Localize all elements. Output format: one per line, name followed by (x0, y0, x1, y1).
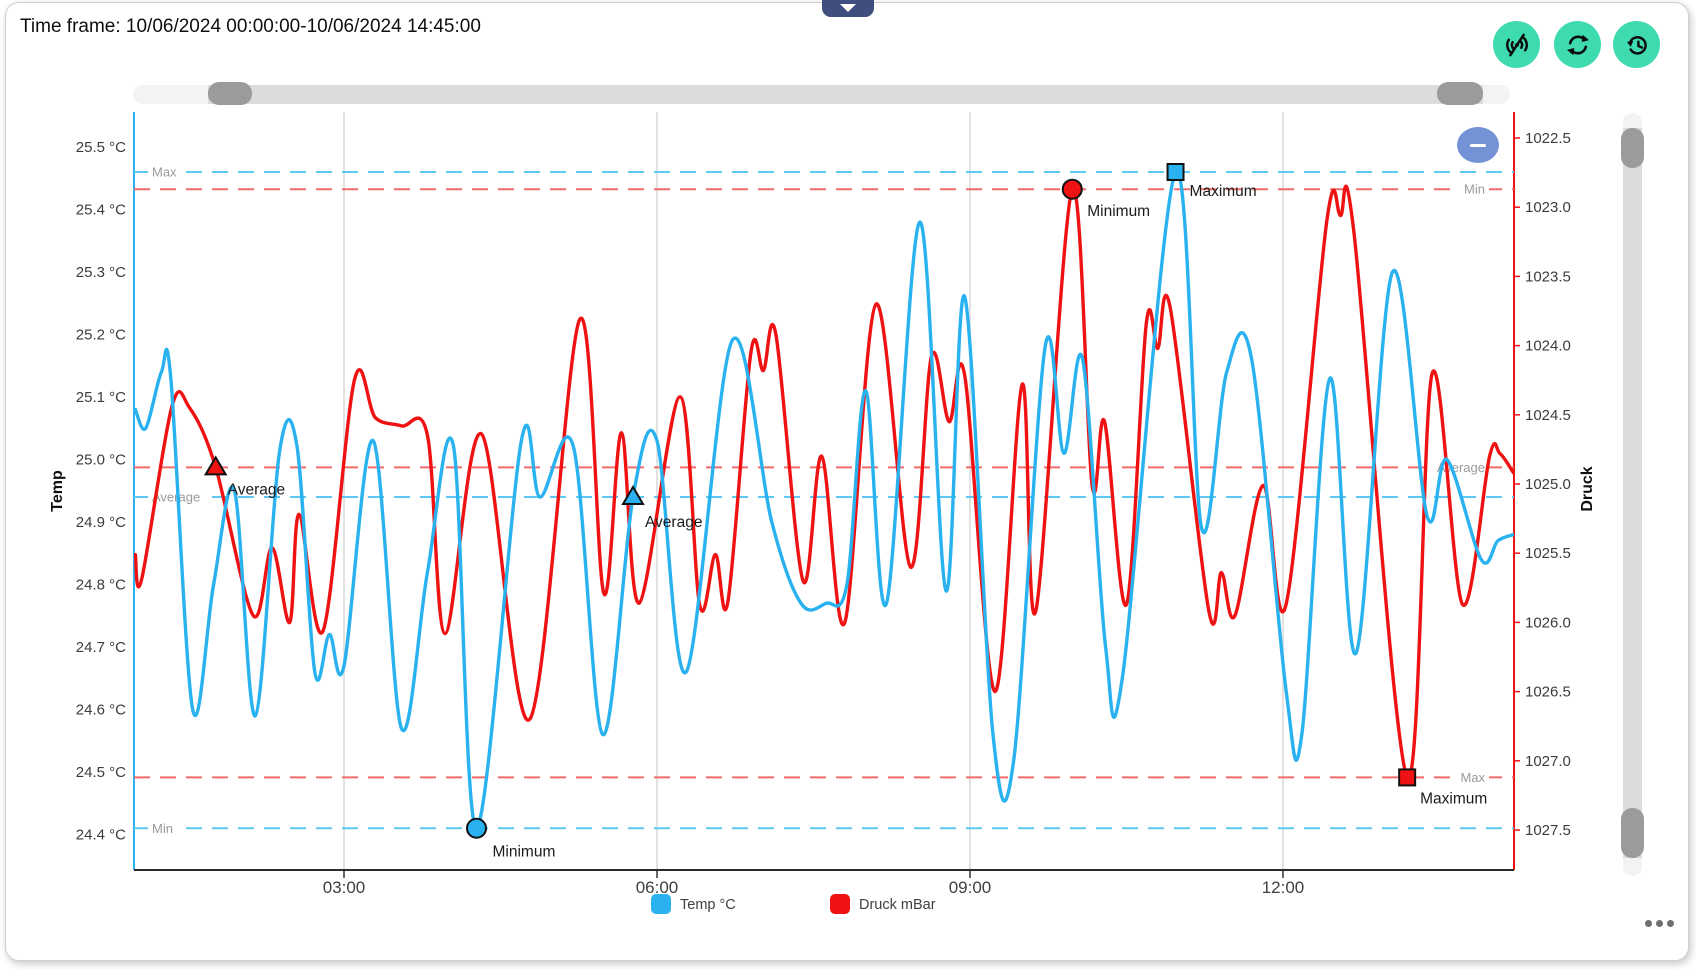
marker-druck-minimum-label: Minimum (1087, 203, 1150, 220)
temp-axis-title: Temp (49, 470, 66, 512)
value-range-selected (1623, 128, 1642, 858)
time-range-selected (208, 85, 1483, 104)
stat-line-label: Average (152, 490, 200, 505)
ellipsis-icon (1645, 920, 1652, 927)
refresh-button[interactable] (1554, 21, 1601, 68)
minus-icon (1470, 144, 1486, 147)
temp-tick-label: 24.5 °C (76, 764, 126, 781)
time-frame-title: Time frame: 10/06/2024 00:00:00-10/06/20… (20, 16, 481, 37)
x-tick-label: 12:00 (1262, 878, 1305, 897)
app-card (5, 2, 1689, 961)
collapse-panel-tab[interactable] (822, 0, 874, 17)
druck-axis-title: Druck (1579, 466, 1596, 511)
druck-tick-label: 1026.5 (1525, 684, 1571, 701)
temp-tick-label: 24.4 °C (76, 827, 126, 844)
marker-druck-minimum (1061, 178, 1083, 200)
temp-tick-label: 25.5 °C (76, 139, 126, 156)
temp-tick-label: 24.6 °C (76, 702, 126, 719)
signal-off-icon (1505, 33, 1528, 56)
temp-legend-swatch (651, 894, 671, 914)
stat-label-bg (1457, 180, 1489, 198)
druck-tick-label: 1023.0 (1525, 199, 1571, 216)
stat-line-label: Min (152, 821, 173, 836)
chevron-down-icon (840, 4, 856, 12)
druck-tick-label: 1024.0 (1525, 338, 1571, 355)
marker-temp-minimum-label: Minimum (493, 843, 556, 860)
time-range-slider[interactable] (133, 82, 1510, 106)
temp-tick-label: 24.7 °C (76, 639, 126, 656)
temp-legend-label: Temp °C (680, 897, 736, 913)
druck-tick-label: 1025.5 (1525, 545, 1571, 562)
x-tick-label: 03:00 (323, 878, 366, 897)
marker-temp-maximum-label: Maximum (1190, 183, 1257, 200)
druck-tick-label: 1027.0 (1525, 753, 1571, 770)
stat-line-label: Max (152, 165, 177, 180)
more-options-button[interactable] (1641, 916, 1678, 931)
temp-tick-label: 24.8 °C (76, 577, 126, 594)
temp-tick-label: 25.1 °C (76, 389, 126, 406)
marker-druck-maximum-label: Maximum (1420, 790, 1487, 807)
marker-temp-average-label: Average (645, 514, 702, 531)
ellipsis-icon (1656, 920, 1663, 927)
temp-tick-label: 25.0 °C (76, 452, 126, 469)
refresh-icon (1566, 34, 1589, 55)
druck-series-line (134, 184, 1514, 780)
time-range-thumb-left[interactable] (208, 82, 252, 105)
marker-druck-maximum (1398, 768, 1417, 787)
marker-temp-minimum (466, 817, 488, 839)
stat-line-label: Min (1464, 182, 1485, 197)
druck-tick-label: 1024.5 (1525, 407, 1571, 424)
druck-legend-swatch (830, 894, 850, 914)
x-tick-label: 06:00 (636, 878, 679, 897)
stat-label-bg (148, 819, 180, 837)
temp-tick-label: 25.2 °C (76, 327, 126, 344)
live-signal-off-button[interactable] (1493, 21, 1540, 68)
value-range-thumb-top[interactable] (1621, 128, 1644, 168)
druck-tick-label: 1025.0 (1525, 476, 1571, 493)
legend-item-temp[interactable]: Temp °C (651, 894, 736, 914)
history-button[interactable] (1613, 21, 1660, 68)
x-tick-label: 09:00 (949, 878, 992, 897)
marker-druck-average-label: Average (228, 481, 285, 498)
marker-temp-maximum (1166, 163, 1185, 181)
time-range-thumb-right[interactable] (1437, 82, 1483, 105)
stat-line-label: Max (1460, 770, 1485, 785)
stat-label-bg (148, 163, 180, 180)
druck-legend-label: Druck mBar (859, 897, 936, 913)
temp-tick-label: 25.4 °C (76, 202, 126, 219)
druck-tick-label: 1022.5 (1525, 130, 1571, 147)
value-range-slider[interactable] (1620, 113, 1644, 876)
druck-tick-label: 1027.5 (1525, 822, 1571, 839)
temp-tick-label: 24.9 °C (76, 514, 126, 531)
ellipsis-icon (1667, 920, 1674, 927)
druck-tick-label: 1026.0 (1525, 614, 1571, 631)
marker-druck-average (203, 455, 228, 476)
temp-tick-label: 25.3 °C (76, 264, 126, 281)
druck-tick-label: 1023.5 (1525, 268, 1571, 285)
temp-series-line (134, 169, 1514, 830)
history-icon (1626, 35, 1647, 55)
zoom-out-button[interactable] (1457, 127, 1499, 163)
stat-label-bg (1457, 768, 1489, 786)
marker-temp-average (621, 485, 645, 505)
legend-item-druck[interactable]: Druck mBar (830, 894, 936, 914)
value-range-thumb-bottom[interactable] (1621, 808, 1644, 858)
